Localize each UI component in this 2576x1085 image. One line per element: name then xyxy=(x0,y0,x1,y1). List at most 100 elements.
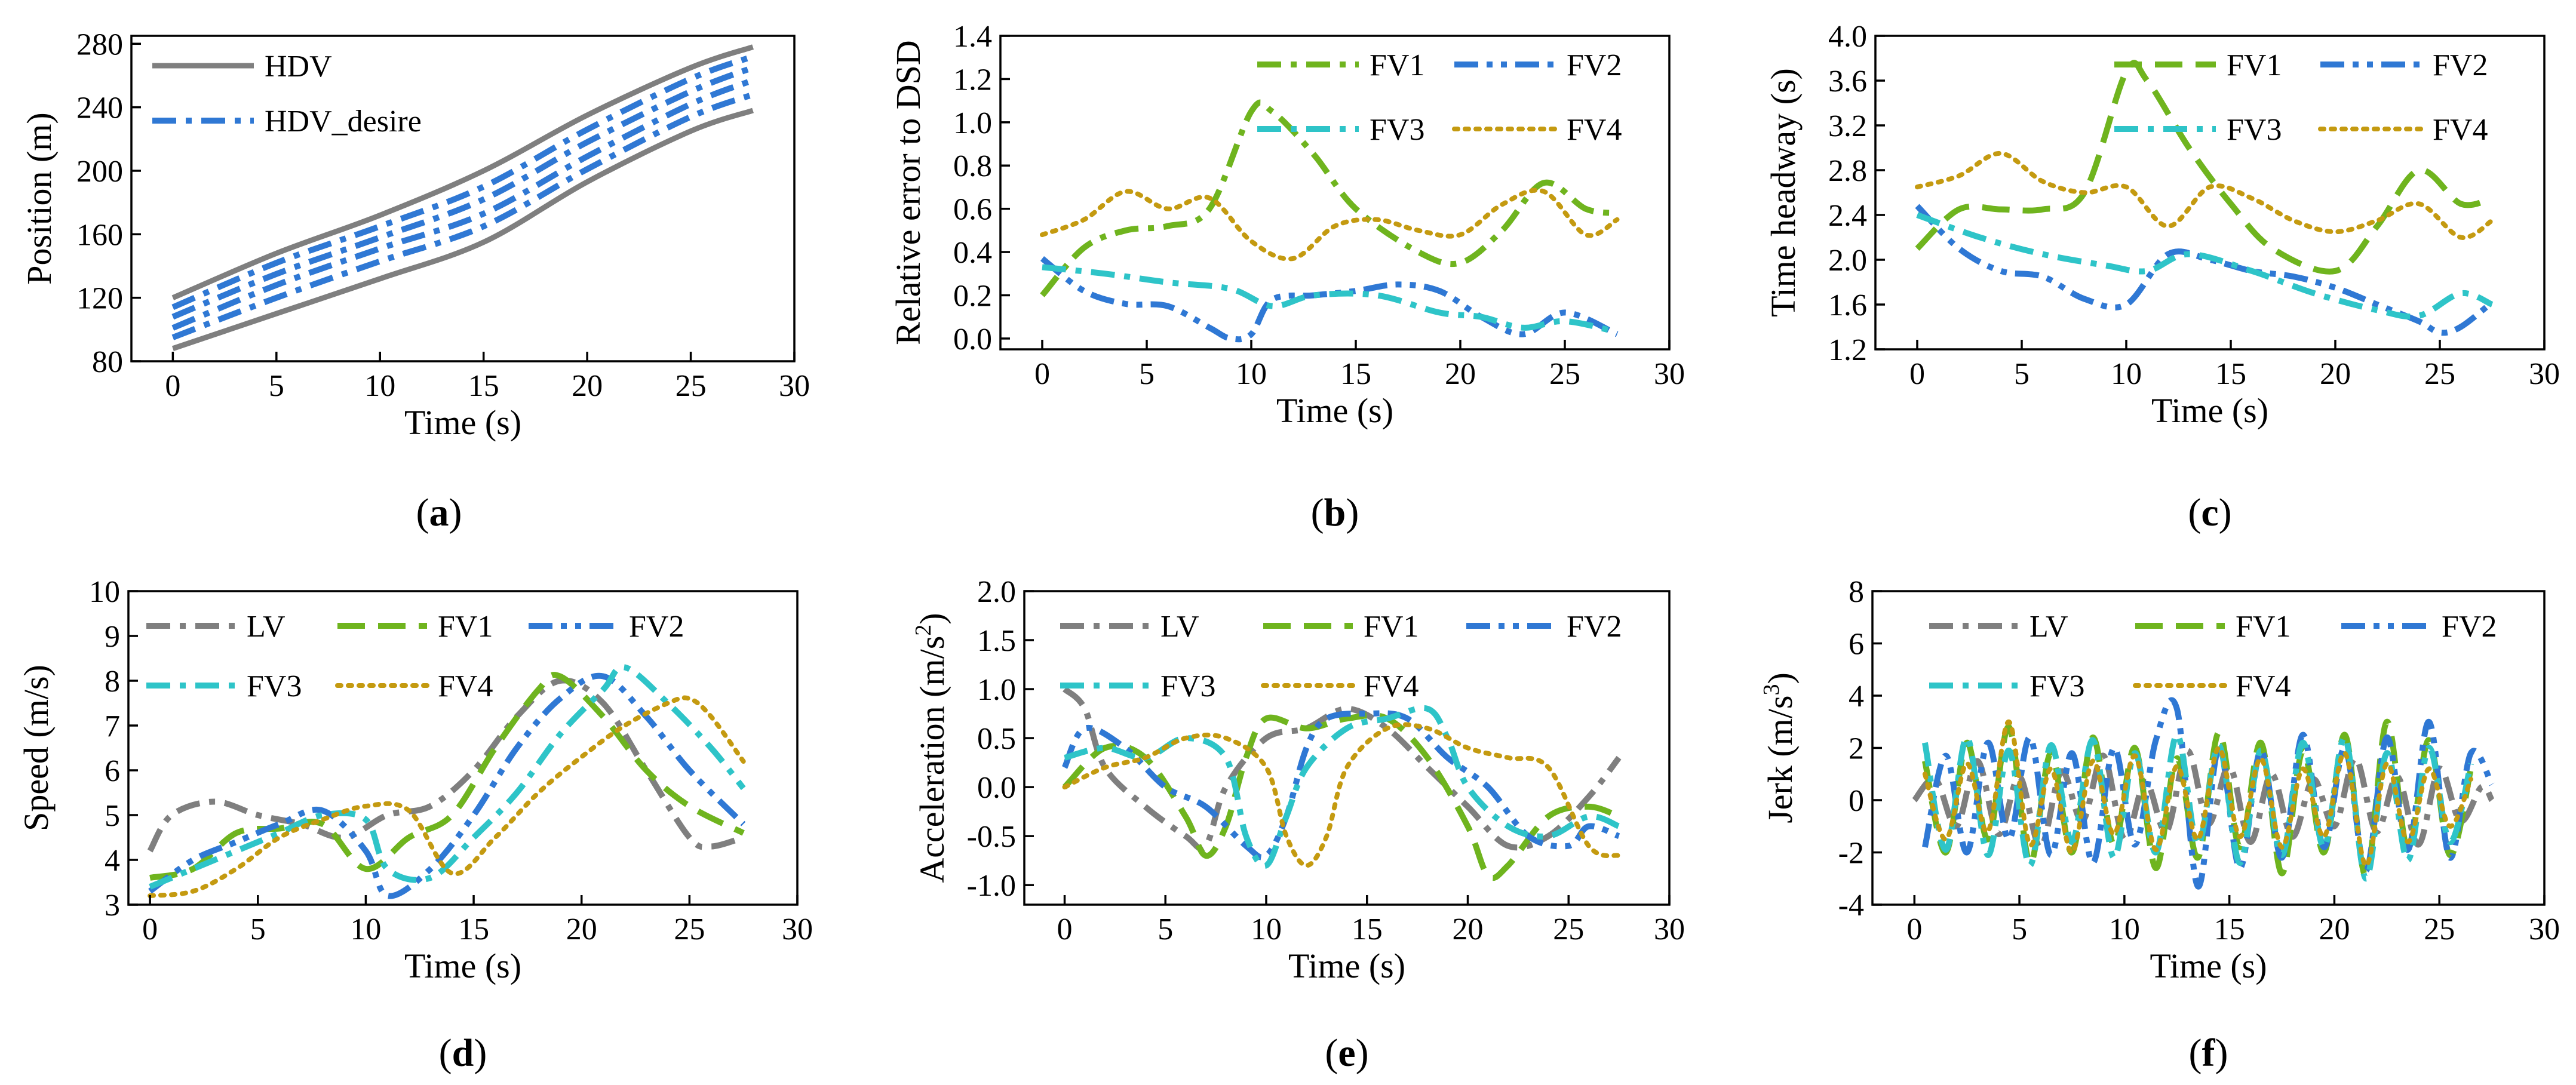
series-line-fv1 xyxy=(149,672,745,881)
legend-label-fv1: FV1 xyxy=(1364,610,1419,644)
legend-label-fv3: FV3 xyxy=(1370,113,1424,147)
x-tick-label: 10 xyxy=(350,912,381,946)
series-line-fv2 xyxy=(1061,710,1620,860)
x-tick-label: 15 xyxy=(2215,357,2246,391)
legend-label-lv: LV xyxy=(2030,610,2068,644)
y-tick-label: -0.5 xyxy=(967,820,1016,854)
y-axis-title: Relative error to DSD xyxy=(889,40,928,345)
legend-label-hdv: HDV xyxy=(265,50,332,84)
legend: LV FV1 FV2 FV3 FV4 xyxy=(146,610,684,703)
x-tick-label: 30 xyxy=(2529,912,2560,946)
x-tick-label: 10 xyxy=(2109,912,2140,946)
legend: FV1 FV2 FV3 FV4 xyxy=(2114,48,2488,147)
legend-label-fv4: FV4 xyxy=(1567,113,1622,147)
legend-label-lv: LV xyxy=(1160,610,1199,644)
x-tick-label: 0 xyxy=(1906,912,1922,946)
y-tick-label: 0.5 xyxy=(977,722,1016,756)
y-tick-label: 1.4 xyxy=(953,20,992,54)
x-tick-label: 5 xyxy=(269,369,284,403)
series-line-hdv xyxy=(171,44,754,300)
y-tick-label: 200 xyxy=(76,155,123,189)
x-tick-label: 15 xyxy=(468,369,499,403)
x-tick-label: 5 xyxy=(2012,912,2027,946)
x-tick-label: 5 xyxy=(1157,912,1173,946)
y-tick-label: 0.0 xyxy=(953,322,992,356)
x-tick-label: 10 xyxy=(2111,357,2142,391)
series-line-lv xyxy=(1063,687,1622,852)
y-tick-label: 0.4 xyxy=(953,236,992,270)
x-axis-title: Time (s) xyxy=(2150,946,2267,985)
y-tick-label: 7 xyxy=(105,709,120,743)
x-tick-label: 20 xyxy=(1453,912,1484,946)
x-tick-label: 25 xyxy=(1553,912,1584,946)
panel-label-d: (d) xyxy=(439,1031,487,1075)
y-tick-label: 2.8 xyxy=(1828,154,1867,188)
series-line-fv3 xyxy=(1042,264,1618,335)
y-tick-label: 6 xyxy=(1849,628,1864,662)
series-line-fv1 xyxy=(1915,60,2493,275)
x-tick-label: 20 xyxy=(2320,357,2351,391)
legend: LV FV1 FV2 FV3 FV4 xyxy=(1060,610,1622,703)
y-tick-label: 120 xyxy=(76,282,123,316)
y-axis-title: Acceleration (m/s2) xyxy=(911,613,951,883)
y-axis-title: Time headway (s) xyxy=(1764,68,1803,317)
series-line-fv1 xyxy=(1062,712,1620,881)
series-line-fv4 xyxy=(1922,719,2473,868)
series-line-fv4 xyxy=(148,695,746,898)
series-group-f xyxy=(1912,697,2495,890)
legend-label-fv1: FV1 xyxy=(438,610,493,644)
legend-label-fv4: FV4 xyxy=(1364,669,1419,703)
chart-panel-e: 0 5 10 15 20 25 30 -1.0 -0.5 0.0 0.5 1.0 1.5 2.0 Time … xyxy=(911,575,1685,1075)
x-tick-label: 0 xyxy=(142,912,158,946)
y-tick-label: 2.0 xyxy=(1828,244,1867,278)
plot-frame xyxy=(127,590,799,906)
y-tick-label: 0.6 xyxy=(953,193,992,227)
x-tick-label: 25 xyxy=(676,369,707,403)
y-tick-label: 0.8 xyxy=(953,149,992,183)
legend: HDV HDV_desire xyxy=(152,50,422,139)
legend-label-fv2: FV2 xyxy=(2442,610,2497,644)
panel-label-c: (c) xyxy=(2188,491,2231,534)
y-tick-label: 6 xyxy=(105,754,120,788)
legend-label-fv4: FV4 xyxy=(2236,669,2291,703)
legend-label-fv3: FV3 xyxy=(1160,669,1215,703)
x-tick-label: 10 xyxy=(364,369,395,403)
x-tick-label: 20 xyxy=(1445,357,1476,391)
y-tick-label: 2.4 xyxy=(1828,199,1867,233)
y-tick-label: 3 xyxy=(105,889,120,923)
x-tick-label: 25 xyxy=(2424,357,2455,391)
x-tick-label: 30 xyxy=(779,369,810,403)
x-tick-label: 0 xyxy=(1034,357,1050,391)
x-tick-label: 25 xyxy=(1549,357,1580,391)
legend-label-fv1: FV1 xyxy=(2236,610,2291,644)
y-tick-label: 8 xyxy=(1849,575,1864,609)
series-line-hdv-desire xyxy=(171,77,754,331)
series-line-hdv-desire xyxy=(171,53,754,311)
x-tick-label: 25 xyxy=(2424,912,2455,946)
series-line-fv2 xyxy=(1040,256,1619,343)
legend-label-fv2: FV2 xyxy=(1567,610,1622,644)
x-tick-label: 5 xyxy=(1139,357,1155,391)
series-line-hdv-desire xyxy=(171,91,754,340)
legend-label-fv2: FV2 xyxy=(629,610,684,644)
y-tick-label: 0.2 xyxy=(953,279,992,313)
panel-label-a: (a) xyxy=(416,491,462,534)
legend-label-fv3: FV3 xyxy=(2030,669,2084,703)
x-axis-title: Time (s) xyxy=(1288,946,1405,985)
series-line-fv4 xyxy=(1915,150,2495,240)
y-tick-label: 5 xyxy=(105,799,120,833)
series-line-hdv xyxy=(171,107,754,351)
x-tick-label: 10 xyxy=(1236,357,1267,391)
y-tick-label: 1.2 xyxy=(1828,333,1867,367)
series-group-a xyxy=(171,44,754,351)
series-line-fv3 xyxy=(1916,212,2494,320)
legend-label-fv4: FV4 xyxy=(2433,113,2488,147)
y-tick-label: 1.2 xyxy=(953,63,992,97)
chart-panel-c: 0 5 10 15 20 25 30 1.2 1.6 2.0 2.4 2.8 3.2 3.6 4.0 Time… xyxy=(1764,20,2560,534)
y-tick-label: 80 xyxy=(92,345,123,379)
legend-label-fv1: FV1 xyxy=(1370,48,1424,82)
panel-label-b: (b) xyxy=(1311,491,1359,534)
y-tick-label: 2 xyxy=(1849,732,1864,766)
series-group-e xyxy=(1061,687,1622,881)
